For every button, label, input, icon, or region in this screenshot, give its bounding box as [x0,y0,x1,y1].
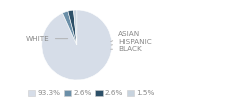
Text: WHITE: WHITE [26,36,68,42]
Text: HISPANIC: HISPANIC [111,38,152,45]
Wedge shape [68,10,77,45]
Wedge shape [42,10,112,80]
Text: ASIAN: ASIAN [111,32,140,42]
Wedge shape [73,10,77,45]
Text: BLACK: BLACK [111,46,142,52]
Legend: 93.3%, 2.6%, 2.6%, 1.5%: 93.3%, 2.6%, 2.6%, 1.5% [28,90,155,96]
Wedge shape [62,11,77,45]
